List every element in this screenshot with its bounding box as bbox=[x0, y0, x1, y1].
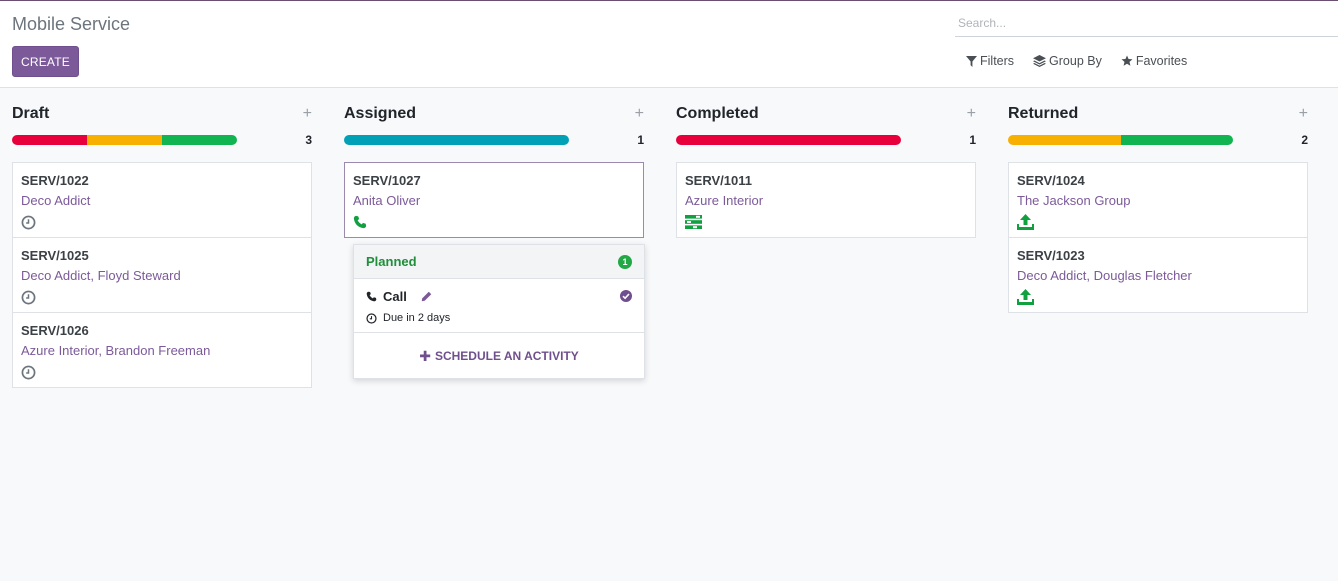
star-icon bbox=[1121, 55, 1133, 66]
filter-icon bbox=[966, 55, 977, 67]
kanban-card[interactable]: SERV/1025 Deco Addict, Floyd Steward bbox=[12, 237, 312, 313]
schedule-activity-button[interactable]: ✚ SCHEDULE AN ACTIVITY bbox=[354, 333, 644, 379]
progress-segment[interactable] bbox=[344, 135, 569, 145]
layers-icon bbox=[1033, 55, 1046, 67]
clock-icon[interactable] bbox=[21, 215, 36, 230]
progress-segment[interactable] bbox=[161, 135, 237, 145]
progress-segment[interactable] bbox=[1008, 135, 1121, 145]
check-circle-icon[interactable] bbox=[620, 290, 632, 302]
activity-name: Call bbox=[383, 289, 407, 304]
card-partner: Azure Interior bbox=[685, 193, 764, 208]
upload-icon[interactable] bbox=[1017, 289, 1034, 305]
filters-label: Filters bbox=[980, 54, 1015, 68]
create-button[interactable]: CREATE bbox=[12, 46, 79, 77]
card-reference: SERV/1025 bbox=[21, 248, 89, 263]
card-reference: SERV/1011 bbox=[685, 173, 752, 188]
kanban-column-draft: Draft + 3 SERV/1022 Deco Addict SERV/102… bbox=[12, 88, 312, 388]
card-partner: Deco Addict, Douglas Fletcher bbox=[1017, 268, 1192, 283]
add-record-icon[interactable]: + bbox=[302, 105, 312, 122]
activity-due-text: Due in 2 days bbox=[383, 312, 451, 324]
card-partner: Azure Interior, Brandon Freeman bbox=[21, 343, 211, 358]
activity-section-header: Planned 1 bbox=[354, 245, 644, 279]
activity-item: Call Due in 2 days bbox=[354, 279, 644, 333]
kanban-column-assigned: Assigned + 1 SERV/1027 Anita Oliver bbox=[344, 88, 644, 238]
card-list: SERV/1022 Deco Addict SERV/1025 Deco Add… bbox=[12, 162, 312, 388]
card-partner: Anita Oliver bbox=[353, 193, 421, 208]
column-progress-bar[interactable] bbox=[1008, 135, 1233, 145]
add-record-icon[interactable]: + bbox=[634, 105, 644, 122]
activity-count-badge: 1 bbox=[618, 254, 632, 269]
activity-section-label: Planned bbox=[366, 254, 417, 269]
kanban-card[interactable]: SERV/1026 Azure Interior, Brandon Freema… bbox=[12, 312, 312, 388]
filters-button[interactable]: Filters bbox=[966, 54, 1014, 68]
upload-icon[interactable] bbox=[1017, 214, 1034, 230]
column-progress-bar[interactable] bbox=[344, 135, 569, 145]
top-border bbox=[0, 0, 1338, 1]
card-reference: SERV/1022 bbox=[21, 173, 89, 188]
kanban-column-completed: Completed + 1 SERV/1011 Azure Interior bbox=[676, 88, 976, 238]
column-count: 1 bbox=[969, 133, 976, 147]
column-header: Completed + 1 bbox=[676, 88, 976, 162]
card-reference: SERV/1027 bbox=[353, 173, 421, 188]
favorites-label: Favorites bbox=[1135, 54, 1188, 68]
search-input[interactable] bbox=[955, 10, 1338, 36]
kanban-column-returned: Returned + 2 SERV/1024 The Jackson Group… bbox=[1008, 88, 1308, 313]
kanban-card[interactable]: SERV/1022 Deco Addict bbox=[12, 162, 312, 238]
card-list: SERV/1027 Anita Oliver bbox=[344, 162, 644, 238]
column-title: Completed bbox=[676, 105, 759, 122]
search-bar bbox=[955, 10, 1338, 37]
pencil-icon[interactable] bbox=[421, 291, 432, 302]
column-progress-bar[interactable] bbox=[676, 135, 901, 145]
card-partner: The Jackson Group bbox=[1017, 193, 1131, 208]
kanban-card[interactable]: SERV/1027 Anita Oliver bbox=[344, 162, 644, 238]
progress-segment[interactable] bbox=[12, 135, 87, 145]
column-title: Draft bbox=[12, 105, 50, 122]
card-reference: SERV/1024 bbox=[1017, 173, 1085, 188]
add-record-icon[interactable]: + bbox=[966, 105, 976, 122]
control-panel: Mobile Service CREATE Filters Group By F… bbox=[0, 1, 1338, 88]
search-options: Filters Group By Favorites bbox=[966, 54, 1187, 68]
schedule-activity-label: SCHEDULE AN ACTIVITY bbox=[434, 349, 579, 363]
group-by-button[interactable]: Group By bbox=[1033, 54, 1102, 68]
progress-segment[interactable] bbox=[676, 135, 901, 145]
plus-icon: ✚ bbox=[419, 347, 431, 364]
kanban-card[interactable]: SERV/1024 The Jackson Group bbox=[1008, 162, 1308, 238]
phone-icon bbox=[366, 291, 377, 302]
card-reference: SERV/1023 bbox=[1017, 248, 1085, 263]
card-partner: Deco Addict bbox=[21, 193, 91, 208]
clock-icon[interactable] bbox=[21, 365, 36, 380]
clock-icon[interactable] bbox=[21, 290, 36, 305]
column-title: Assigned bbox=[344, 105, 417, 122]
card-partner: Deco Addict, Floyd Steward bbox=[21, 268, 181, 283]
column-header: Returned + 2 bbox=[1008, 88, 1308, 162]
column-count: 1 bbox=[637, 133, 644, 147]
add-record-icon[interactable]: + bbox=[1298, 105, 1308, 122]
phone-icon[interactable] bbox=[353, 215, 367, 229]
activity-due: Due in 2 days bbox=[366, 312, 450, 324]
column-header: Assigned + 1 bbox=[344, 88, 644, 162]
card-list: SERV/1024 The Jackson Group SERV/1023 De… bbox=[1008, 162, 1308, 313]
kanban-card[interactable]: SERV/1011 Azure Interior bbox=[676, 162, 976, 238]
column-progress-bar[interactable] bbox=[12, 135, 237, 145]
favorites-button[interactable]: Favorites bbox=[1121, 54, 1187, 68]
progress-segment[interactable] bbox=[1120, 135, 1233, 145]
tasks-icon[interactable] bbox=[685, 215, 702, 229]
clock-icon bbox=[366, 312, 377, 324]
column-count: 2 bbox=[1301, 133, 1308, 147]
progress-segment[interactable] bbox=[86, 135, 162, 145]
column-title: Returned bbox=[1008, 105, 1079, 122]
page-title: Mobile Service bbox=[12, 14, 131, 34]
card-reference: SERV/1026 bbox=[21, 323, 89, 338]
column-count: 3 bbox=[305, 133, 312, 147]
group-by-label: Group By bbox=[1049, 54, 1102, 68]
kanban-card[interactable]: SERV/1023 Deco Addict, Douglas Fletcher bbox=[1008, 237, 1308, 313]
card-list: SERV/1011 Azure Interior bbox=[676, 162, 976, 238]
column-header: Draft + 3 bbox=[12, 88, 312, 162]
activity-popover: Planned 1 Call Due in 2 days ✚ SCHEDULE … bbox=[353, 244, 645, 379]
